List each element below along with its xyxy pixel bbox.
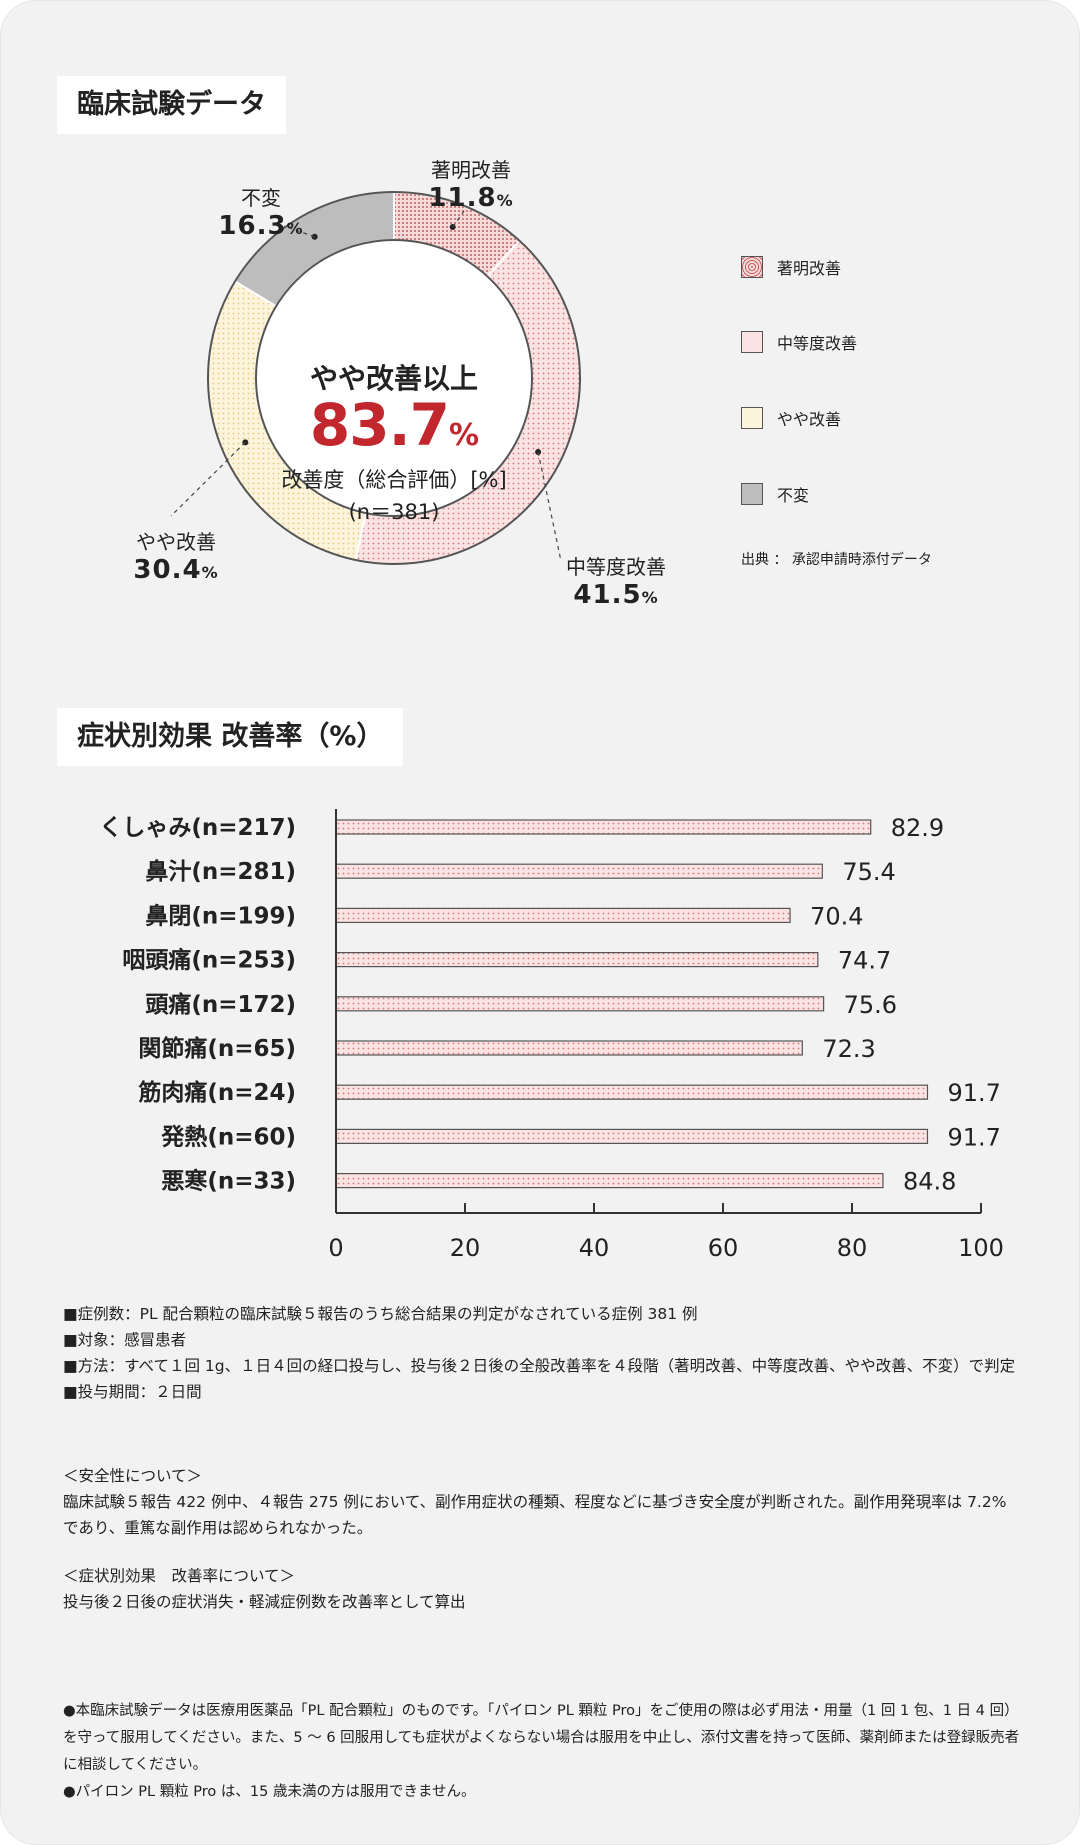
- legend-swatch: [741, 407, 763, 429]
- note-subjects: ■対象：感冒患者: [63, 1331, 187, 1349]
- donut-outer-ring: [207, 191, 581, 565]
- slice-label-fuhen: 不変 16.3%: [201, 184, 321, 243]
- bar-category-label: 発熱(n=60): [160, 1124, 296, 1150]
- legend-item-yaya: やや改善: [741, 405, 841, 431]
- bar-category-label: 咽頭痛(n=253): [122, 947, 296, 974]
- donut-center-title: やや改善以上: [309, 362, 478, 395]
- slice-label-chutou: 中等度改善 41.5%: [541, 553, 691, 612]
- bar: [335, 996, 825, 1012]
- slice-label-name: 中等度改善: [566, 555, 666, 579]
- bar: [335, 1128, 929, 1145]
- bar-value-label: 82.9: [891, 814, 944, 842]
- section-heading-symptom-effect: 症状別効果 改善率（%）: [57, 708, 404, 766]
- slice-label-name: やや改善: [136, 530, 216, 554]
- bar: [335, 907, 791, 924]
- legend-swatch: [741, 256, 763, 278]
- legend-label: やや改善: [777, 410, 842, 429]
- source-note: 出典 ： 承認申請時添付データ: [741, 552, 932, 568]
- legend-label: 著明改善: [777, 259, 842, 278]
- bar: [335, 951, 819, 968]
- note-cases: ■症例数：PL 配合顆粒の臨床試験５報告のうち総合結果の判定がなされている症例 …: [63, 1305, 698, 1323]
- x-tick-label: 80: [837, 1234, 868, 1262]
- x-tick-label: 40: [579, 1234, 610, 1262]
- bar-value-label: 91.7: [947, 1079, 1000, 1107]
- bar-value-label: 72.3: [822, 1035, 875, 1063]
- safety-text: 臨床試験５報告 422 例中、４報告 275 例において、副作用症状の種類、程度…: [63, 1493, 1007, 1537]
- bar-category-label: 筋肉痛(n=24): [138, 1079, 296, 1106]
- leader-line: [537, 451, 562, 562]
- bar-category-label: 頭痛(n=172): [145, 991, 296, 1018]
- legend-swatch: [741, 483, 763, 505]
- x-tick-label: 20: [450, 1234, 481, 1262]
- calc-text: 投与後２日後の症状消失・軽減症例数を改善率として算出: [63, 1593, 466, 1611]
- donut-chart: [170, 190, 581, 565]
- bar: [335, 819, 872, 835]
- x-tick-label: 60: [708, 1234, 739, 1262]
- leader-line: [283, 225, 315, 238]
- calc-heading: ＜症状別効果 改善率について＞: [63, 1567, 296, 1585]
- slice-label-value: 41.5%: [573, 580, 659, 610]
- slice-label-name: 不変: [241, 186, 281, 210]
- slice-label-value: 16.3%: [218, 211, 304, 241]
- slice-label-chomei: 著明改善 11.8%: [406, 156, 536, 215]
- bar-category-label: 鼻汁(n=281): [145, 858, 296, 885]
- donut-center-value: 83.7%: [244, 391, 544, 459]
- bar-value-label: 75.6: [844, 991, 897, 1019]
- donut-center-subtitle: 改善度（総合評価）[%]: [281, 468, 507, 492]
- bar: [335, 863, 823, 879]
- calc-section: ＜症状別効果 改善率について＞ 投与後２日後の症状消失・軽減症例数を改善率として…: [63, 1563, 1023, 1615]
- bar: [335, 1040, 803, 1056]
- legend-item-fuhen: 不変: [741, 481, 809, 507]
- donut-center-unit: %: [449, 418, 479, 453]
- legend-label: 中等度改善: [777, 334, 858, 353]
- bar-value-label: 91.7: [947, 1123, 1000, 1151]
- bar-value-label: 84.8: [903, 1168, 956, 1196]
- donut-inner-circle: [255, 239, 533, 517]
- bar-category-label: 関節痛(n=65): [138, 1035, 296, 1062]
- bar-category-label: くしゃみ(n=217): [99, 815, 296, 841]
- leader-line: [170, 441, 246, 517]
- safety-heading: ＜安全性について＞: [63, 1467, 203, 1485]
- bar-value-label: 74.7: [838, 947, 891, 975]
- legend-swatch: [741, 331, 763, 353]
- slice-label-value: 11.8%: [428, 183, 514, 213]
- safety-section: ＜安全性について＞ 臨床試験５報告 422 例中、４報告 275 例において、副…: [63, 1463, 1023, 1541]
- bar: [335, 1084, 929, 1100]
- slice-label-value: 30.4%: [133, 555, 219, 585]
- study-notes: ■症例数：PL 配合顆粒の臨床試験５報告のうち総合結果の判定がなされている症例 …: [63, 1301, 1023, 1405]
- leader-line: [452, 210, 465, 228]
- bar-category-label: 鼻閉(n=199): [145, 902, 296, 929]
- legend-item-chomei: 著明改善: [741, 254, 841, 280]
- note-method: ■方法：すべて１回 1g、１日４回の経口投与し、投与後２日後の全般改善率を４段階…: [63, 1357, 1016, 1375]
- bar-category-label: 悪寒(n=33): [161, 1168, 296, 1195]
- footer-note-age: ●パイロン PL 顆粒 Pro は、15 歳未満の方は服用できません。: [63, 1784, 476, 1800]
- bar: [335, 1172, 884, 1189]
- legend-label: 不変: [777, 486, 810, 505]
- bar-value-label: 70.4: [810, 902, 863, 930]
- x-tick-label: 100: [958, 1234, 1004, 1262]
- note-period: ■投与期間：２日間: [63, 1383, 202, 1401]
- legend-item-chutou: 中等度改善: [741, 329, 857, 355]
- slice-label-name: 著明改善: [431, 158, 511, 182]
- bar-value-label: 75.4: [842, 858, 895, 886]
- x-tick-label: 0: [328, 1234, 343, 1262]
- footer-note-usage: ●本臨床試験データは医療用医薬品「PL 配合顆粒」のものです。「パイロン PL …: [63, 1703, 1020, 1773]
- donut-center-n: (n＝381): [348, 500, 440, 524]
- section-heading-clinical-data: 臨床試験データ: [57, 76, 286, 134]
- footer-notes: ●本臨床試験データは医療用医薬品「PL 配合顆粒」のものです。「パイロン PL …: [63, 1698, 1023, 1806]
- donut-center-number: 83.7: [309, 391, 450, 459]
- slice-label-yaya: やや改善 30.4%: [111, 528, 241, 587]
